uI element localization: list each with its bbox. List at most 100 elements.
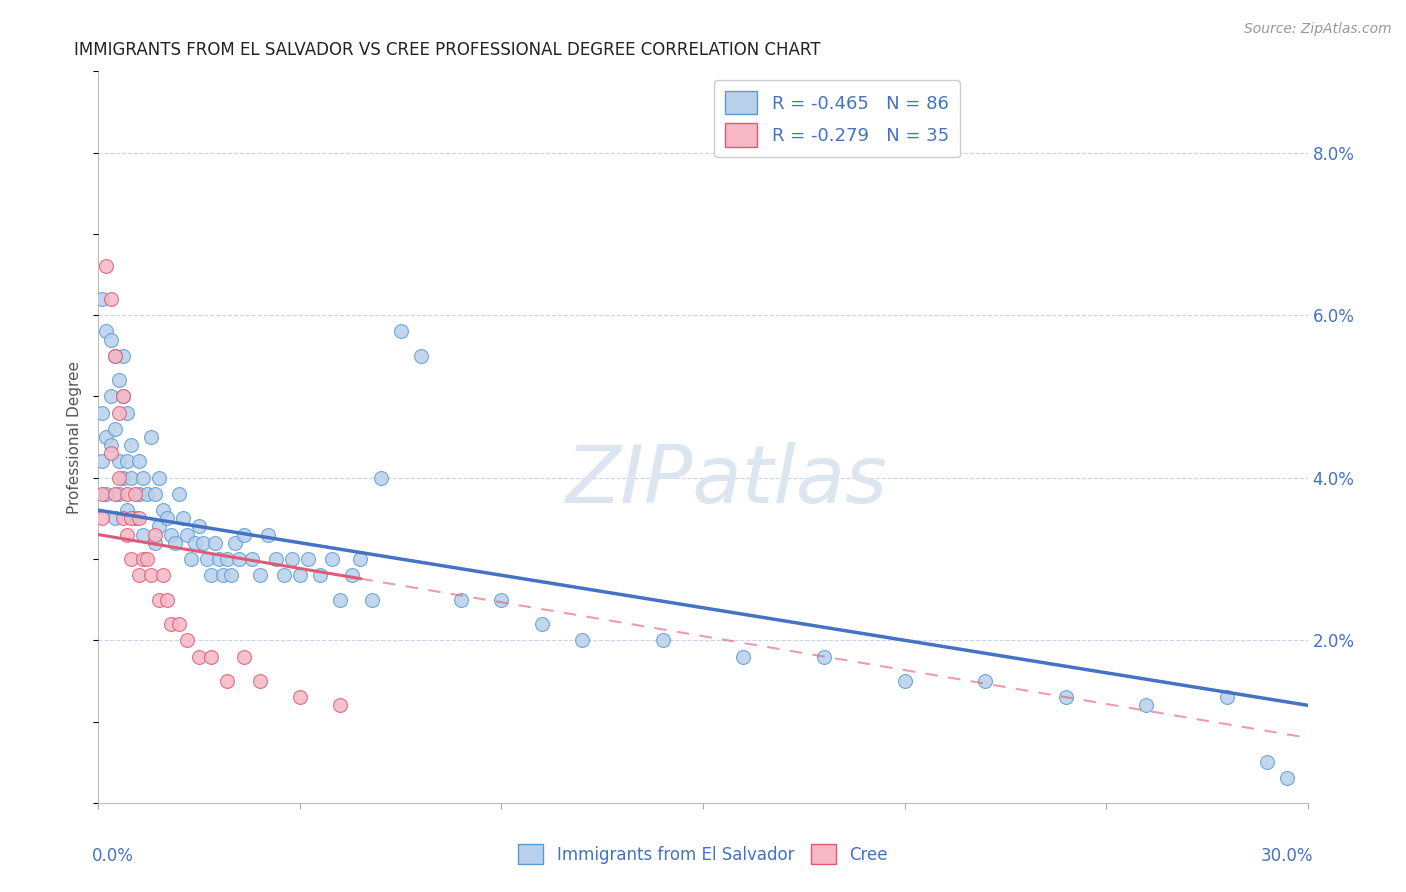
Point (107, 487, 129, 501)
Point (143, 487, 166, 501)
Point (120, 471, 142, 485)
Point (124, 511, 146, 525)
Point (120, 552, 142, 566)
Point (103, 349, 125, 363)
Point (204, 535, 226, 549)
Point (491, 592, 513, 607)
Point (249, 673, 271, 688)
Point (139, 568, 162, 582)
Point (100, 446, 122, 460)
Point (160, 527, 183, 541)
Point (91, 487, 114, 501)
Point (111, 471, 134, 485)
Point (148, 519, 170, 533)
Point (530, 617, 553, 632)
Text: 0.0%: 0.0% (93, 847, 134, 864)
Point (571, 633, 593, 648)
Point (176, 527, 198, 541)
Point (111, 511, 134, 525)
Point (111, 389, 134, 403)
Point (176, 633, 198, 648)
Point (163, 535, 186, 549)
Point (232, 649, 254, 664)
Point (232, 527, 254, 541)
Point (156, 511, 179, 525)
Point (200, 649, 222, 664)
Point (107, 471, 129, 485)
Point (297, 552, 319, 566)
Point (124, 487, 146, 501)
Point (96, 260, 118, 274)
Point (115, 503, 138, 517)
Point (733, 649, 755, 664)
Y-axis label: Professional Degree: Professional Degree (67, 360, 83, 514)
Point (156, 592, 179, 607)
Point (148, 471, 170, 485)
Point (128, 568, 150, 582)
Point (893, 673, 915, 688)
Point (143, 527, 166, 541)
Legend: R = -0.465   N = 86, R = -0.279   N = 35: R = -0.465 N = 86, R = -0.279 N = 35 (714, 80, 960, 158)
Point (107, 454, 129, 468)
Point (167, 617, 190, 632)
Point (96, 487, 118, 501)
Point (221, 568, 243, 582)
Point (329, 592, 352, 607)
Point (91, 454, 114, 468)
Point (91, 292, 114, 306)
Point (139, 430, 162, 444)
Point (240, 552, 263, 566)
Point (651, 633, 673, 648)
Point (217, 673, 239, 688)
Point (217, 552, 239, 566)
Point (111, 389, 134, 403)
Point (224, 535, 246, 549)
Point (96, 430, 118, 444)
Point (115, 527, 138, 541)
Point (103, 487, 125, 501)
Point (111, 349, 134, 363)
Point (128, 454, 150, 468)
Point (107, 406, 129, 420)
Legend: Immigrants from El Salvador, Cree: Immigrants from El Salvador, Cree (512, 838, 894, 871)
Point (249, 568, 271, 582)
Point (813, 649, 835, 664)
Text: ZIPatlas: ZIPatlas (567, 442, 889, 520)
Point (288, 568, 311, 582)
Point (184, 535, 207, 549)
Text: IMMIGRANTS FROM EL SALVADOR VS CREE PROFESSIONAL DEGREE CORRELATION CHART: IMMIGRANTS FROM EL SALVADOR VS CREE PROF… (75, 41, 821, 59)
Point (103, 422, 125, 436)
Point (115, 454, 138, 468)
Point (135, 487, 157, 501)
Point (1135, 698, 1157, 713)
Point (361, 592, 384, 607)
Point (1054, 690, 1077, 705)
Point (91, 406, 114, 420)
Point (160, 617, 183, 632)
Point (100, 389, 122, 403)
Point (329, 698, 352, 713)
Point (96, 325, 118, 339)
Point (188, 519, 211, 533)
Point (107, 373, 129, 387)
Point (281, 552, 304, 566)
Point (450, 592, 472, 607)
Point (256, 527, 278, 541)
Point (132, 527, 155, 541)
Point (103, 349, 125, 363)
Point (288, 690, 311, 705)
Point (212, 568, 235, 582)
Point (409, 349, 432, 363)
Text: Source: ZipAtlas.com: Source: ZipAtlas.com (1244, 22, 1392, 37)
Point (167, 487, 190, 501)
Point (132, 552, 155, 566)
Point (200, 568, 222, 582)
Point (120, 438, 142, 452)
Point (1216, 690, 1239, 705)
Text: 30.0%: 30.0% (1261, 847, 1313, 864)
Point (115, 406, 138, 420)
Point (180, 552, 202, 566)
Point (148, 592, 170, 607)
Point (132, 471, 155, 485)
Point (974, 673, 997, 688)
